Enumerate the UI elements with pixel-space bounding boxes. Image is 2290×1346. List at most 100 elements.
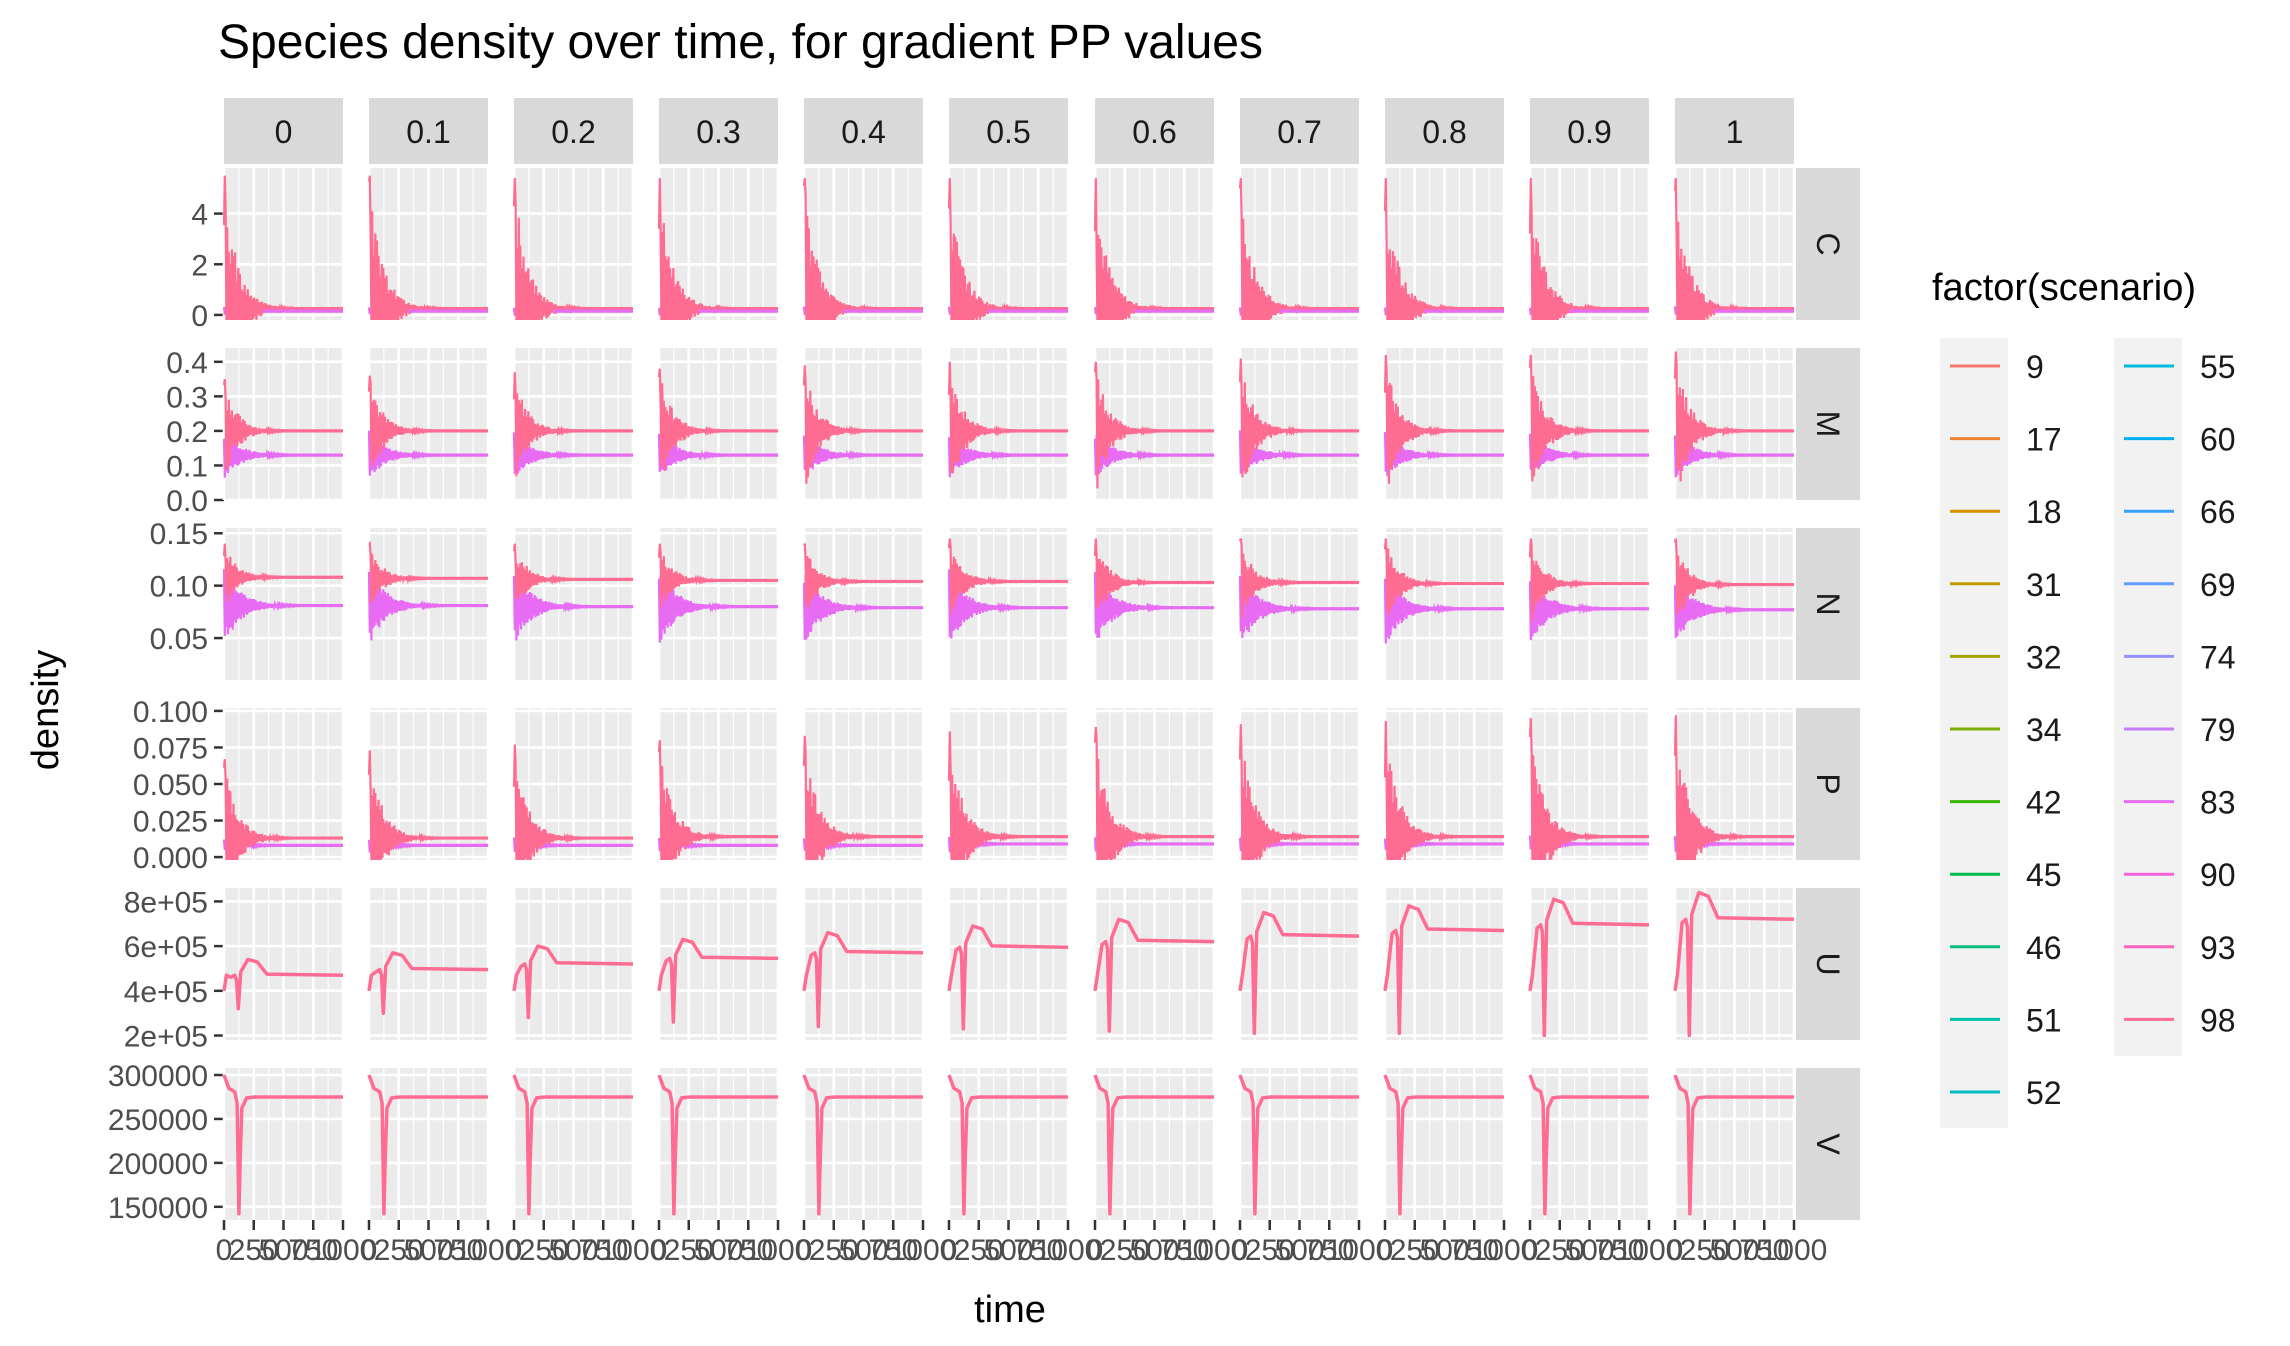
- series-line-98: [367, 1074, 488, 1216]
- facet-panel: [1238, 708, 1361, 861]
- facet-column-label: 0.5: [986, 114, 1030, 150]
- facet-panel: [802, 888, 925, 1040]
- facet-panel: [802, 528, 925, 680]
- y-tick-label: 0.075: [133, 732, 208, 765]
- facet-panel: [947, 708, 1070, 861]
- x-tick-label: 0: [506, 1234, 523, 1267]
- facet-panel: [512, 168, 635, 321]
- series-line-98: [222, 1074, 343, 1216]
- y-axis-title: density: [25, 650, 67, 770]
- x-tick-label: 750: [1304, 1234, 1354, 1267]
- y-tick-label: 200000: [108, 1148, 208, 1181]
- facet-panel: [1238, 528, 1361, 680]
- facet-panel: [367, 348, 490, 502]
- legend-entry-label: 18: [2026, 494, 2062, 530]
- facet-panel: [1673, 168, 1796, 321]
- x-tick-label: 750: [578, 1234, 628, 1267]
- legend-key-background: [2114, 338, 2182, 1056]
- facet-panel: [1383, 708, 1506, 861]
- facet-column-label: 1: [1726, 114, 1744, 150]
- facet-column-strip: [1530, 98, 1649, 164]
- y-tick-label: 2: [191, 249, 208, 282]
- series-line-98: [222, 957, 344, 1011]
- facet-panel: [1383, 168, 1506, 321]
- legend-entry-label: 74: [2200, 639, 2236, 675]
- facet-panel: [1093, 708, 1216, 861]
- facet-panel: [657, 708, 780, 861]
- legend-title: factor(scenario): [1932, 267, 2196, 309]
- legend-entry-label: 31: [2026, 567, 2062, 603]
- legend-entry-label: 90: [2200, 857, 2236, 893]
- x-tick-label: 1000: [1761, 1234, 1828, 1267]
- series-line-98: [512, 1074, 633, 1216]
- facet-panel: [657, 528, 780, 680]
- facet-panel: [657, 348, 780, 502]
- x-tick-label: 0: [361, 1234, 378, 1267]
- series-line-98: [1383, 904, 1505, 1036]
- facet-column-strip: [1385, 98, 1504, 164]
- y-tick-label: 0.0: [166, 485, 208, 518]
- facet-panel: [512, 888, 635, 1040]
- facet-panel: [947, 348, 1070, 502]
- facet-panel: [947, 1068, 1070, 1220]
- facet-row-label: U: [1810, 952, 1846, 975]
- facet-panel: [1093, 1068, 1216, 1220]
- facet-panel: [367, 1068, 490, 1220]
- series-line-98: [1528, 897, 1650, 1038]
- facet-panel: [1673, 1068, 1796, 1220]
- x-tick-label: 750: [1013, 1234, 1063, 1267]
- series-line-98: [1673, 1074, 1794, 1216]
- series-line-98: [1093, 1074, 1214, 1216]
- series-line-98: [367, 951, 489, 1015]
- y-tick-label: 250000: [108, 1104, 208, 1137]
- facet-panel: [657, 168, 780, 321]
- series-line-98: [1673, 890, 1795, 1038]
- facet-panel: [1528, 708, 1651, 861]
- facet-panel: [947, 888, 1070, 1040]
- facet-panel: [1528, 348, 1651, 502]
- facet-panel: [1528, 1068, 1651, 1220]
- facet-panel: [367, 888, 490, 1040]
- facet-panel: [1383, 528, 1506, 680]
- facet-panel: [1093, 168, 1216, 321]
- facet-panel: [222, 528, 345, 680]
- x-tick-label: 1000: [1616, 1234, 1683, 1267]
- x-tick-label: 1000: [1181, 1234, 1248, 1267]
- x-tick-label: 500: [1419, 1234, 1469, 1267]
- facet-panel: [1528, 528, 1651, 680]
- y-tick-label: 2e+05: [124, 1021, 208, 1054]
- x-tick-label: 250: [519, 1234, 569, 1267]
- x-tick-label: 500: [548, 1234, 598, 1267]
- legend-entry-label: 51: [2026, 1002, 2062, 1038]
- facet-column-label: 0.3: [696, 114, 740, 150]
- legend-entry-label: 83: [2200, 785, 2236, 821]
- facet-column-label: 0.1: [406, 114, 450, 150]
- x-tick-label: 750: [288, 1234, 338, 1267]
- facet-panels: 0 0.1 0.2 0.3 0.4 0.5 0.6 0.7 0.8 0.9 1C024M0.00.1…: [108, 98, 1860, 1267]
- x-tick-label: 0: [1667, 1234, 1684, 1267]
- facet-panel: [802, 708, 925, 861]
- legend-entry-label: 66: [2200, 494, 2236, 530]
- facet-row-strip: [1796, 528, 1860, 680]
- series-line-98: [1093, 917, 1215, 1033]
- facet-column-strip: [949, 98, 1068, 164]
- facet-row-label: M: [1810, 411, 1846, 438]
- x-tick-label: 750: [868, 1234, 918, 1267]
- facet-column-label: 0.4: [841, 114, 885, 150]
- x-tick-label: 500: [1564, 1234, 1614, 1267]
- legend-entry-label: 17: [2026, 422, 2062, 458]
- facet-panel: [512, 1068, 635, 1220]
- legend-entry-label: 45: [2026, 857, 2062, 893]
- x-tick-label: 0: [1377, 1234, 1394, 1267]
- y-tick-label: 0.2: [166, 416, 208, 449]
- facet-panel: [367, 528, 490, 680]
- x-tick-label: 1000: [310, 1234, 377, 1267]
- x-tick-label: 750: [1594, 1234, 1644, 1267]
- facet-column-label: 0.2: [551, 114, 595, 150]
- facet-panel: [947, 168, 1070, 321]
- chart-title: Species density over time, for gradient …: [218, 16, 1263, 69]
- facet-panel: [1673, 888, 1796, 1040]
- x-tick-label: 750: [1449, 1234, 1499, 1267]
- x-tick-label: 500: [1274, 1234, 1324, 1267]
